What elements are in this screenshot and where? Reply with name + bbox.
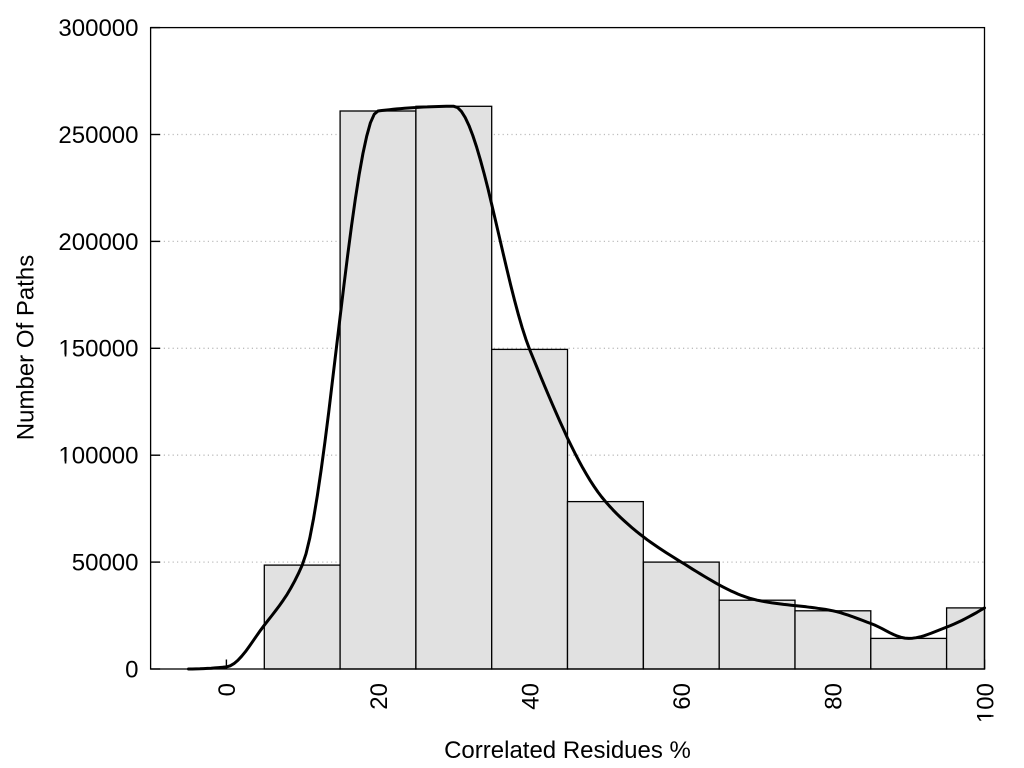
svg-text:250000: 250000 [58, 122, 138, 149]
svg-text:Correlated Residues %: Correlated Residues % [444, 737, 691, 764]
svg-text:0: 0 [125, 656, 138, 683]
svg-text:200000: 200000 [58, 229, 138, 256]
svg-text:80: 80 [821, 683, 848, 710]
svg-text:60: 60 [669, 683, 696, 710]
svg-text:100000: 100000 [58, 443, 138, 470]
svg-text:150000: 150000 [58, 336, 138, 363]
svg-text:300000: 300000 [58, 15, 138, 42]
svg-text:100: 100 [972, 683, 999, 723]
svg-text:50000: 50000 [72, 550, 139, 577]
svg-text:40: 40 [517, 683, 544, 710]
svg-text:0: 0 [214, 683, 241, 696]
svg-text:Number Of Paths: Number Of Paths [13, 255, 40, 440]
svg-text:20: 20 [366, 683, 393, 710]
